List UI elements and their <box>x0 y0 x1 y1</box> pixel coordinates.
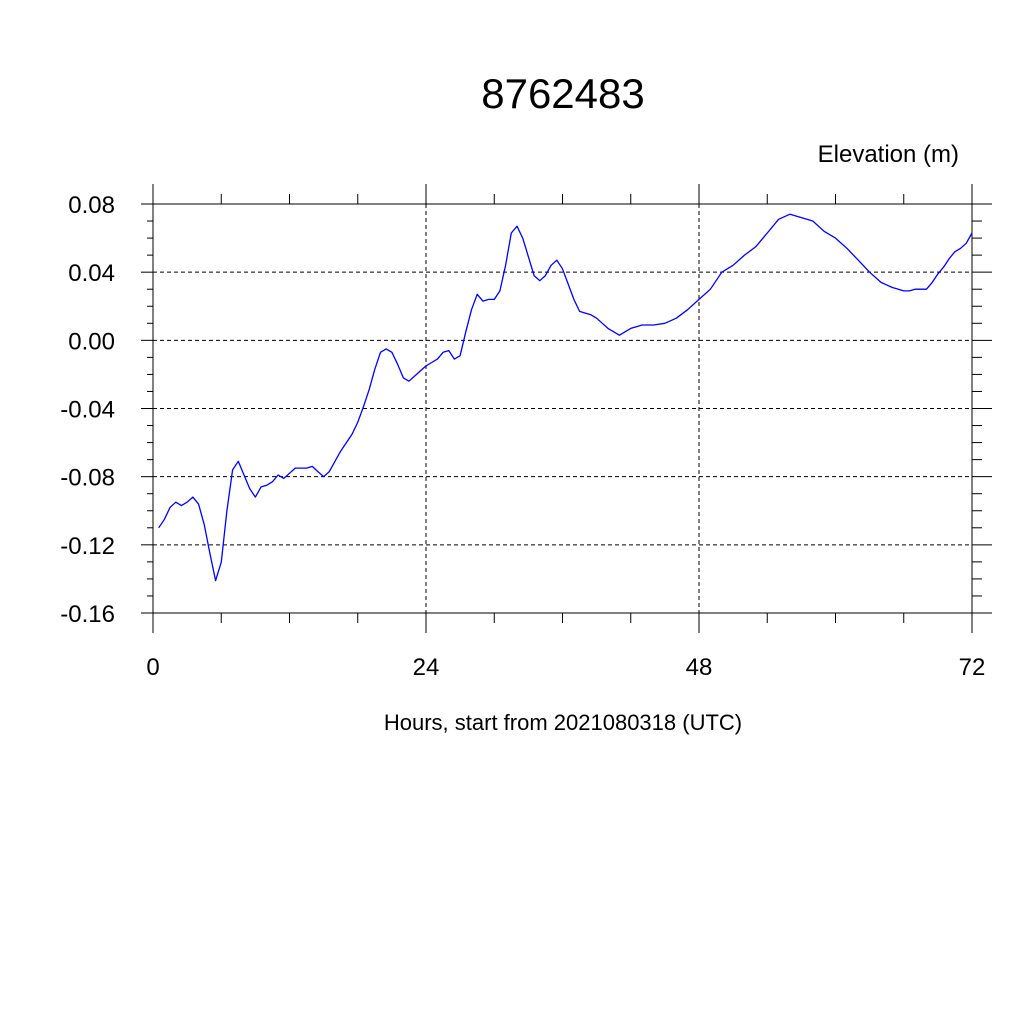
x-tick-labels: 0 24 48 72 <box>146 654 985 681</box>
y-tick-label: 0.08 <box>68 192 115 219</box>
y-tick-label: -0.08 <box>60 465 115 492</box>
y-tick-label: -0.16 <box>60 601 115 628</box>
y-tick-label: 0.00 <box>68 328 115 355</box>
y-axis-label: Elevation (m) <box>818 141 959 168</box>
x-axis-label: Hours, start from 2021080318 (UTC) <box>384 710 742 735</box>
y-tick-label: 0.04 <box>68 260 115 287</box>
y-tick-label: -0.12 <box>60 533 115 560</box>
x-tick-label: 48 <box>686 654 713 681</box>
plot-frame <box>152 203 973 614</box>
series-line <box>158 213 973 582</box>
y-tick-label: -0.04 <box>60 397 115 424</box>
chart-title: 8762483 <box>481 70 645 117</box>
x-tick-label: 72 <box>959 654 986 681</box>
x-tick-label: 0 <box>146 654 159 681</box>
x-tick-label: 24 <box>413 654 440 681</box>
series-group <box>158 213 973 582</box>
y-tick-labels: -0.16 -0.12 -0.08 -0.04 0.00 0.04 0.08 <box>60 192 115 628</box>
axis-ticks <box>141 184 992 633</box>
